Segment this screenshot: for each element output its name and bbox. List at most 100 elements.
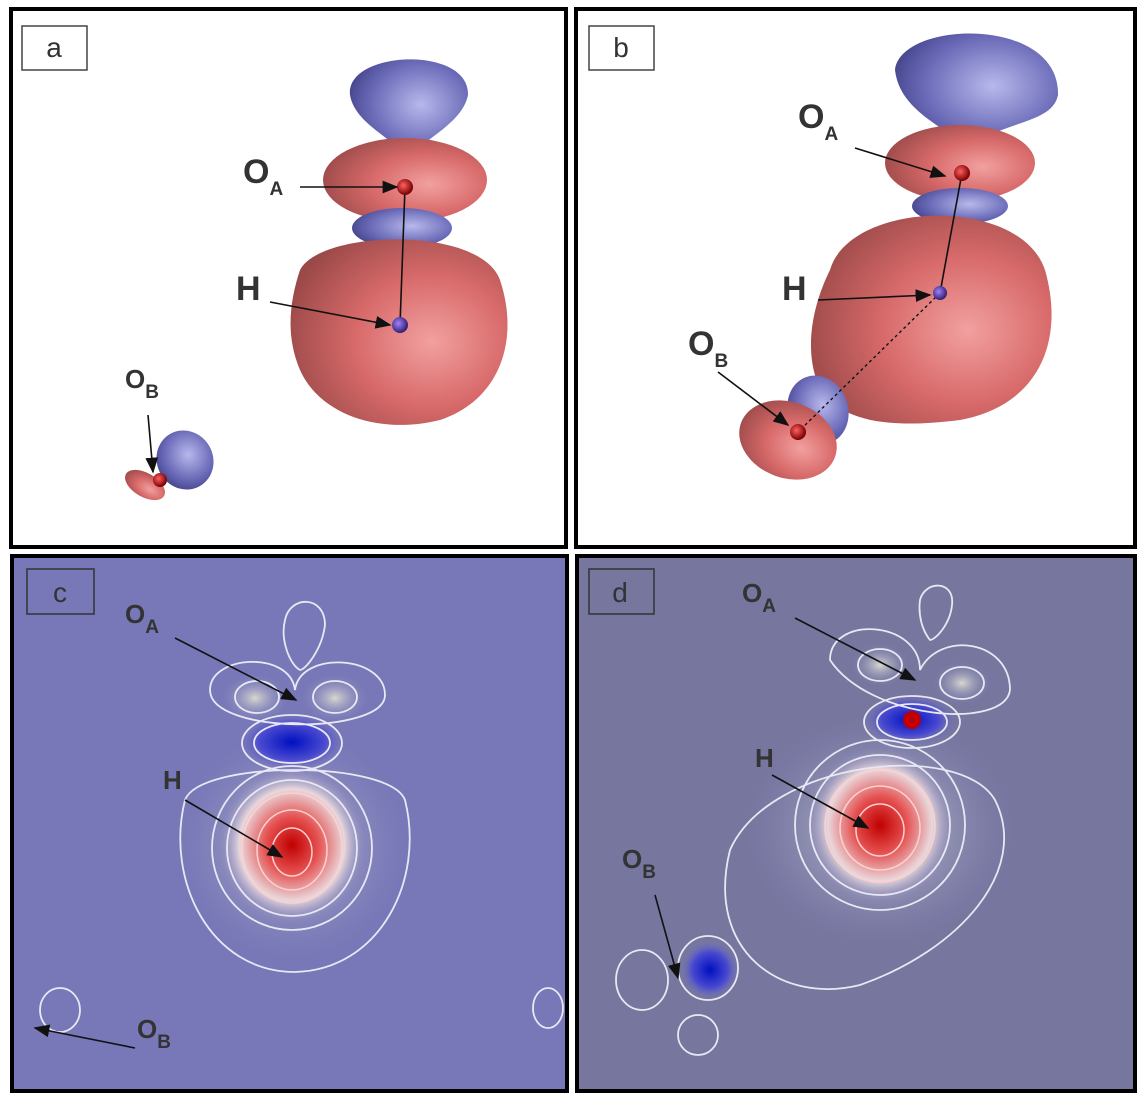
arrow [794,617,917,681]
contour [855,803,905,857]
atom [392,317,408,333]
contour [282,600,326,671]
lobe [895,33,1059,150]
panel-d: d OA H OB [575,554,1137,1093]
frame [588,568,655,615]
atom [933,286,947,300]
label-text: O [688,325,714,363]
label-text: A [269,179,283,200]
atom-label: OB [125,364,159,403]
contour [253,722,331,764]
arrow [33,1024,136,1049]
arrow [184,799,284,858]
atom [153,473,167,487]
contour [863,695,961,749]
label-text: a [46,32,62,63]
lobe [739,400,837,480]
contour [829,628,1011,715]
lobe [810,215,1052,424]
panel-b: b OA H OB [574,7,1137,549]
atom-label: OA [243,153,283,200]
contour [241,714,343,772]
atom-label: OA [798,98,838,145]
contour [532,987,564,1029]
contour [794,739,966,911]
atom [397,179,413,195]
label-text: O [137,1014,157,1044]
lobe [680,940,740,1000]
frame [588,25,655,71]
label-text: O [742,578,762,608]
arrow [654,894,681,980]
contour [918,584,953,641]
contour [839,785,921,871]
label-text: B [714,351,728,372]
contour [241,792,343,904]
label-text: H [782,270,807,308]
label-text: O [243,153,269,191]
contour [39,987,81,1033]
contour [824,769,936,883]
arrow [269,301,392,329]
lobe [156,430,214,490]
panel-c: c OA H OB [10,554,569,1093]
contour [724,764,1005,990]
bond [399,186,406,326]
lobe [349,59,469,161]
bond [939,172,963,294]
atom [903,711,921,729]
label-text: B [642,862,656,883]
arrow [174,637,298,701]
label-text: O [125,364,145,394]
arrow [817,289,932,303]
atom-label: OB [622,844,656,883]
label-text: A [145,617,159,638]
contour [256,809,328,891]
arrow [145,414,159,474]
arrow [717,371,790,426]
label-text: O [622,844,642,874]
label-text: A [824,124,838,145]
lobe [352,208,452,248]
label-text: c [53,577,67,608]
atom-label: OB [688,325,728,372]
contour [939,666,985,700]
label-text: d [612,577,628,608]
contour [209,660,386,726]
label-text: O [125,599,145,629]
atom-label: OA [125,599,159,638]
contour [857,648,903,682]
label-text: B [157,1032,171,1053]
atom-label: OA [742,578,776,617]
label-text: H [755,743,774,773]
panel-a: a OA H OB [9,7,568,549]
contour [677,1014,719,1056]
contour [211,765,373,931]
label-text: b [613,32,629,63]
contour [226,779,358,917]
arrow [771,774,870,829]
contour [615,949,669,1011]
contour [809,754,951,896]
frame [21,25,88,71]
atom [790,424,806,440]
label-text: H [236,270,261,308]
label-text: B [145,382,159,403]
lobe [885,125,1035,201]
contour [234,680,280,714]
lobe [217,765,367,925]
contour [312,680,358,714]
frame [26,568,95,615]
lobe [300,673,370,723]
label-text: A [762,596,776,617]
label-text: O [798,98,824,136]
arrow [854,147,947,178]
atom-label: OB [137,1014,171,1053]
label-text: H [163,765,182,795]
lobe [912,188,1008,224]
contour [876,703,948,741]
atom [954,165,970,181]
lobe [805,745,955,905]
